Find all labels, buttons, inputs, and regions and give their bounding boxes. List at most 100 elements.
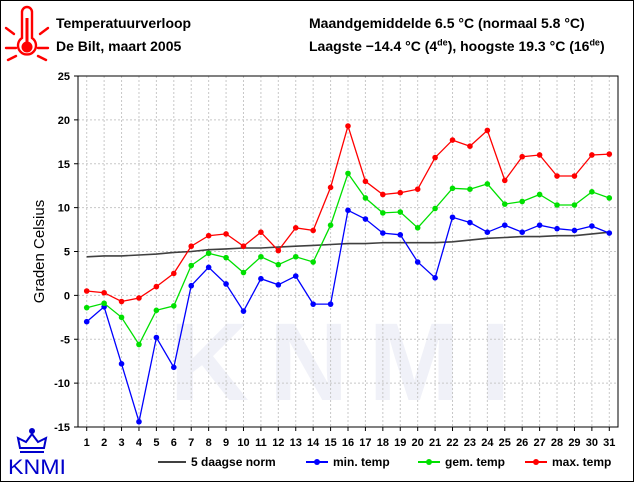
data-point-avg xyxy=(310,259,316,265)
chart-title: Temperatuurverloop xyxy=(56,15,192,31)
series-line-norm xyxy=(86,231,610,258)
x-tick-label: 31 xyxy=(603,437,615,449)
data-point-min xyxy=(380,230,386,236)
y-tick-label: 0 xyxy=(64,290,70,302)
data-point-avg xyxy=(397,209,404,215)
x-tick-label: 20 xyxy=(412,437,424,449)
x-tick-label: 17 xyxy=(359,437,371,449)
x-tick-label: 28 xyxy=(551,437,563,449)
data-point-min xyxy=(536,222,543,228)
thermometer-icon xyxy=(4,5,50,62)
x-tick-label: 2 xyxy=(101,437,107,449)
data-point-min xyxy=(136,418,142,425)
data-point-min xyxy=(153,334,160,341)
data-point-avg xyxy=(205,250,212,257)
data-point-min xyxy=(118,361,125,367)
legend-marker-min xyxy=(314,459,320,465)
data-point-avg xyxy=(589,189,595,195)
data-point-max xyxy=(345,123,351,129)
data-point-max xyxy=(171,270,177,277)
x-tick-label: 3 xyxy=(118,437,124,449)
data-point-max xyxy=(101,289,107,296)
data-point-min xyxy=(606,230,613,236)
data-point-max xyxy=(380,191,386,198)
legend-label-avg: gem. temp xyxy=(445,455,505,469)
data-point-min xyxy=(292,273,299,279)
crown-icon xyxy=(16,428,48,453)
data-point-max xyxy=(501,177,508,184)
x-tick-label: 14 xyxy=(307,437,320,449)
x-tick-label: 16 xyxy=(342,437,354,449)
data-point-min xyxy=(327,301,334,307)
data-point-avg xyxy=(380,210,386,216)
legend-label-norm: 5 daagse norm xyxy=(191,455,276,469)
data-point-min xyxy=(362,216,369,222)
data-point-max xyxy=(188,243,195,250)
legend-marker-max xyxy=(533,459,539,465)
data-point-min xyxy=(171,364,177,371)
data-point-avg xyxy=(223,254,229,261)
watermark-text: KNMI xyxy=(169,301,530,424)
data-point-min xyxy=(83,318,90,325)
x-tick-label: 26 xyxy=(516,437,528,449)
data-point-avg xyxy=(240,269,247,276)
data-point-avg xyxy=(536,191,543,198)
data-point-max xyxy=(83,288,90,294)
data-point-max xyxy=(536,152,543,158)
data-point-min xyxy=(275,282,282,288)
data-point-min xyxy=(501,222,508,228)
y-tick-label: 15 xyxy=(58,159,70,171)
data-point-max xyxy=(467,143,473,149)
data-point-min xyxy=(519,229,525,235)
x-tick-label: 8 xyxy=(206,437,212,449)
legend-marker-avg xyxy=(426,459,432,465)
data-point-avg xyxy=(501,201,508,207)
data-point-max xyxy=(554,173,560,179)
plot-area-frame xyxy=(77,75,619,428)
y-tick-label: 20 xyxy=(58,115,70,127)
x-tick-label: 23 xyxy=(464,437,476,449)
data-point-avg xyxy=(118,314,125,321)
legend-label-min: min. temp xyxy=(333,455,390,469)
data-point-avg xyxy=(432,205,438,212)
data-point-max xyxy=(606,151,613,157)
data-point-avg xyxy=(188,262,195,269)
data-point-max xyxy=(205,232,212,239)
data-point-min xyxy=(449,214,456,221)
data-point-min xyxy=(188,282,195,289)
data-point-min xyxy=(240,308,247,314)
data-point-max xyxy=(310,227,316,234)
data-point-max xyxy=(153,283,160,290)
data-point-min xyxy=(223,281,229,287)
data-point-avg xyxy=(101,300,107,307)
x-tick-label: 22 xyxy=(446,437,458,449)
x-tick-label: 18 xyxy=(377,437,389,449)
data-point-max xyxy=(519,153,525,160)
data-point-avg xyxy=(449,185,456,192)
data-point-min xyxy=(310,301,316,307)
y-tick-label: -5 xyxy=(60,334,70,346)
y-tick-label: 5 xyxy=(64,247,70,259)
data-point-max xyxy=(240,243,247,250)
x-tick-label: 10 xyxy=(237,437,249,449)
data-point-min xyxy=(554,225,560,232)
x-tick-label: 27 xyxy=(533,437,545,449)
data-point-max xyxy=(223,231,229,237)
x-tick-label: 25 xyxy=(499,437,511,449)
data-point-min xyxy=(345,207,351,214)
data-point-avg xyxy=(554,202,560,208)
data-point-avg xyxy=(327,222,334,228)
x-tick-label: 4 xyxy=(136,437,143,449)
data-point-max xyxy=(571,173,578,179)
data-point-max xyxy=(449,137,456,143)
x-tick-label: 7 xyxy=(188,437,194,449)
data-point-min xyxy=(571,227,578,234)
data-point-avg xyxy=(171,303,177,309)
logo-text: KNMI xyxy=(8,456,66,476)
data-point-max xyxy=(432,154,438,161)
x-tick-label: 30 xyxy=(586,437,598,449)
data-point-max xyxy=(484,127,491,134)
y-tick-label: -10 xyxy=(54,378,70,390)
data-point-min xyxy=(484,229,491,235)
